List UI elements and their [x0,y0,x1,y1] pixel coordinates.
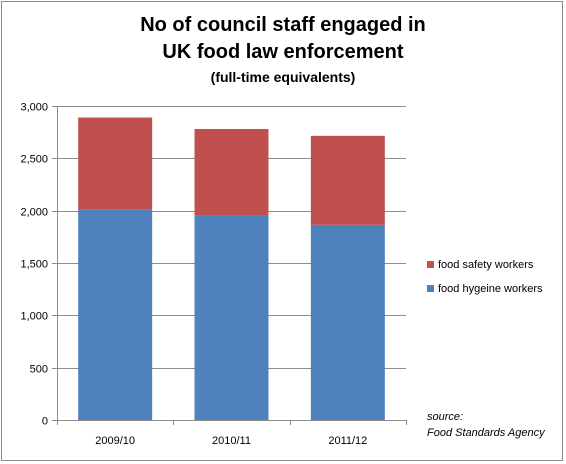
x-tick-label: 2010/11 [212,435,251,447]
bar-food-safety [310,135,385,225]
y-tick-label: 3,000 [20,102,48,114]
legend-swatch-food-safety [427,261,434,268]
legend-swatch-food-hygiene [427,285,434,292]
source-note-label: source: [427,411,464,423]
y-tick-label: 500 [30,364,48,376]
legend-item-food-hygiene: food hygeine workers [427,283,543,295]
legend-item-food-safety: food safety workers [427,259,533,271]
bar-food-hygiene [78,209,153,420]
y-tick-label: 1,500 [20,259,48,271]
chart-title-line-1: No of council staff engaged in [140,14,426,36]
legend-label-food-safety: food safety workers [438,259,534,271]
y-tick-label: 2,000 [20,207,48,219]
y-tick-label: 1,000 [20,311,48,323]
y-tick-label: 2,500 [20,154,48,166]
source-note-text: Food Standards Agency [427,427,545,439]
y-tick-label: 0 [42,416,48,428]
x-tick-label: 2009/10 [95,435,135,447]
x-tick-label: 2011/12 [328,435,367,447]
chart-subtitle: (full-time equivalents) [210,69,356,85]
legend-label-food-hygiene: food hygeine workers [438,283,543,295]
bar-food-hygiene [310,224,385,420]
bar-food-safety [78,117,153,210]
bar-food-safety [194,129,269,216]
chart-title-line-2: UK food law enforcement [162,41,404,63]
source-note: source: Food Standards Agency [427,409,545,441]
bar-food-hygiene [194,215,269,420]
